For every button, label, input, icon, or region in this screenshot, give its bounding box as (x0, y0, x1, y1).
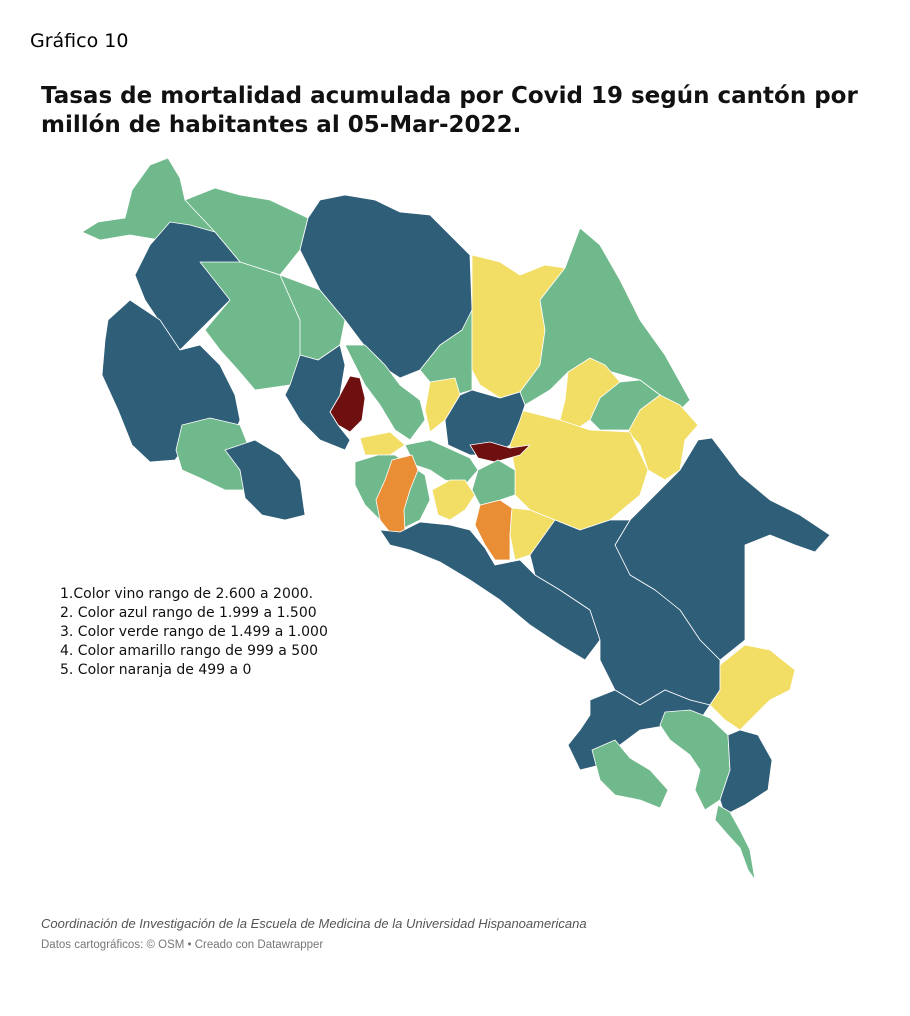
legend-item: 3. Color verde rango de 1.499 a 1.000 (60, 624, 328, 640)
legend-item: 1.Color vino rango de 2.600 a 2000. (60, 586, 314, 602)
legend: 1.Color vino rango de 2.600 a 2000. 2. C… (60, 585, 328, 680)
region-blue-corredores (719, 729, 773, 816)
region-green-san-ramon (344, 344, 426, 441)
region-blue-paquera (224, 439, 306, 521)
region-green-osa-peninsula (591, 739, 669, 809)
region-yellow-atenas (359, 431, 406, 456)
region-orange-tarrazu (474, 499, 513, 561)
figure-label: Gráfico 10 (30, 30, 129, 52)
region-vino-san-jose (469, 441, 531, 463)
map-title: Tasas de mortalidad acumulada por Covid … (41, 83, 858, 138)
choropleth-map (0, 150, 910, 890)
credits-note: Datos cartográficos: © OSM • Creado con … (41, 939, 324, 951)
legend-item: 5. Color naranja de 499 a 0 (60, 662, 252, 678)
region-green-bagaces (199, 261, 311, 391)
legend-item: 4. Color amarillo rango de 999 a 500 (60, 643, 319, 659)
region-green-golfito (659, 709, 731, 811)
source-note: Coordinación de Investigación de la Escu… (41, 916, 587, 931)
region-yellow-coto-brus (709, 644, 796, 731)
region-green-pococi (519, 227, 691, 411)
region-green-burica (714, 804, 756, 881)
region-yellow-puriscal (431, 479, 476, 521)
region-green-rio-cuarto (419, 309, 473, 396)
region-blue-liberia (134, 221, 241, 351)
region-green-dota (471, 459, 516, 506)
region-blue-central-valley (444, 389, 526, 456)
costa-rica-canton-map (81, 157, 831, 881)
region-blue-puntarenas (284, 344, 351, 451)
region-green-central-west (404, 439, 479, 486)
legend-item: 2. Color azul rango de 1.999 a 1.500 (60, 605, 317, 621)
